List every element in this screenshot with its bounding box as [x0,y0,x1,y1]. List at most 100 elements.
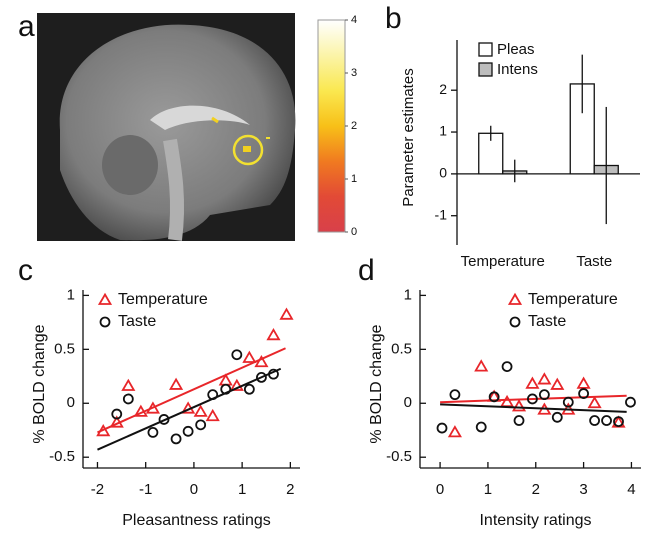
legend-marker [507,292,523,305]
x-tick-label: 3 [579,481,587,498]
y-tick-label: 0 [439,165,447,181]
y-tick-label: 2 [439,81,447,97]
legend-swatch [478,42,493,57]
x-tick-label: 2 [532,481,540,498]
legend-label: Taste [528,313,566,330]
x-tick-label: 1 [484,481,492,498]
data-point [147,426,159,438]
data-point [550,377,565,390]
data-point [501,361,513,372]
fit-line [440,394,627,404]
data-point [576,376,591,389]
data-point [193,404,208,417]
data-point [195,419,207,431]
x-tick-label: 4 [627,481,635,498]
data-point [182,425,194,437]
y-tick-label: 2 [351,120,357,132]
data-point [205,408,220,422]
data-point [121,378,136,391]
legend-label: Taste [118,313,156,330]
data-point [122,393,134,405]
data-point [601,415,612,426]
x-axis-label: Intensity ratings [479,512,591,529]
data-point [474,359,489,372]
data-point [562,396,574,408]
y-axis-label: % BOLD change [31,324,48,443]
y-tick-label: -0.5 [49,448,75,465]
y-tick-label: 1 [67,286,75,303]
x-tick-label: 2 [286,481,294,498]
data-point [254,354,269,368]
data-point [613,416,624,428]
legend-label: Pleas [497,41,535,58]
legend-label: Intens [497,61,538,78]
y-tick-label: 1 [351,173,357,185]
panel-label: c [18,254,33,287]
y-axis-label: Parameter estimates [400,68,417,206]
y-tick-label: -1 [435,206,448,222]
data-point [447,425,462,438]
data-point [578,388,589,399]
legend-label: Temperature [528,291,618,308]
data-point [589,415,600,426]
data-point [475,421,487,433]
data-point [170,433,182,445]
legend-marker [99,316,111,328]
fit-line [440,403,627,413]
data-point [256,371,267,383]
data-point [537,372,552,385]
legend-label: Temperature [118,291,208,308]
data-point [527,393,538,405]
data-point [158,414,170,425]
data-point [242,350,257,363]
x-tick-label: -2 [91,481,104,498]
y-tick-label: 0.5 [54,340,75,357]
panel-label: b [385,2,402,35]
y-tick-label: 1 [404,286,412,303]
data-point [231,349,243,361]
data-point [511,399,527,412]
y-tick-label: 0 [404,394,412,411]
x-tick-label: 1 [238,481,246,498]
x-tick-label: -1 [139,481,152,498]
data-point [229,378,244,391]
x-tick-label: Taste [576,253,612,270]
x-tick-label: 0 [190,481,198,498]
panel-label: d [358,254,375,287]
fit-line [97,367,282,451]
y-tick-label: 3 [351,67,357,79]
legend-marker [97,292,113,305]
data-point [488,391,500,403]
y-tick-label: 0 [351,226,357,238]
data-point [266,328,281,341]
mri-image [37,13,296,241]
y-tick-label: 1 [439,123,447,139]
colorbar [317,19,346,233]
y-tick-label: 0 [67,394,75,411]
data-point [551,411,563,423]
data-point [499,394,515,408]
legend-marker [509,316,521,328]
x-tick-label: 0 [436,481,444,498]
y-tick-label: -0.5 [386,448,412,465]
y-tick-label: 0.5 [391,340,412,357]
x-axis-label: Pleasantness ratings [122,512,271,529]
data-point [625,396,636,408]
data-point [513,415,525,426]
data-point [169,377,184,390]
data-point [538,389,550,401]
legend-swatch [478,62,493,77]
data-point [587,395,602,409]
data-point [436,422,448,434]
x-tick-label: Temperature [461,253,545,270]
data-point [111,408,123,420]
y-tick-label: 4 [351,14,357,26]
fit-line [97,347,286,434]
data-point [279,307,294,320]
y-axis-label: % BOLD change [368,324,385,443]
data-point [449,389,461,401]
data-point [525,376,540,389]
panel-label: a [18,10,35,43]
